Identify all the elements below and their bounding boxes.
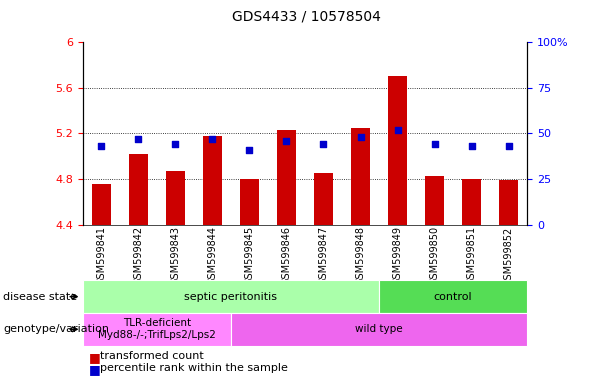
Point [207,136,217,142]
Text: transformed count: transformed count [100,351,204,361]
Bar [129,154,148,225]
Text: GSM599841: GSM599841 [96,226,106,285]
Text: wild type: wild type [355,324,403,334]
Text: GSM599849: GSM599849 [392,226,403,285]
Text: GSM599842: GSM599842 [133,226,143,285]
Point [170,141,180,147]
Text: GSM599848: GSM599848 [356,226,365,285]
Point [504,143,514,149]
Point [393,127,403,133]
Text: GSM599851: GSM599851 [466,226,477,285]
Bar [388,76,407,225]
Bar [277,130,295,225]
Text: ■: ■ [89,363,101,376]
Text: GSM599846: GSM599846 [281,226,291,285]
Text: percentile rank within the sample: percentile rank within the sample [100,363,287,373]
Text: TLR-deficient
Myd88-/-;TrifLps2/Lps2: TLR-deficient Myd88-/-;TrifLps2/Lps2 [98,318,216,340]
Bar [240,179,259,225]
Text: disease state: disease state [3,291,77,302]
Point [281,138,291,144]
Bar [92,184,110,225]
Point [319,141,329,147]
Text: genotype/variation: genotype/variation [3,324,109,334]
Text: GSM599844: GSM599844 [207,226,218,285]
Text: GSM599845: GSM599845 [245,226,254,285]
Text: GSM599847: GSM599847 [319,226,329,285]
Bar [500,180,518,225]
Bar [83,280,379,313]
Text: ■: ■ [89,351,101,364]
Bar [231,313,527,346]
Point [356,134,365,140]
Bar [83,313,231,346]
Text: GSM599852: GSM599852 [504,226,514,286]
Bar [166,171,185,225]
Bar [425,175,444,225]
Text: GSM599843: GSM599843 [170,226,180,285]
Text: GSM599850: GSM599850 [430,226,440,285]
Text: control: control [434,291,473,302]
Text: GDS4433 / 10578504: GDS4433 / 10578504 [232,10,381,23]
Bar [203,136,222,225]
Point [134,136,143,142]
Bar [314,173,333,225]
Point [245,147,254,153]
Point [430,141,440,147]
Bar [462,179,481,225]
Bar [351,128,370,225]
Text: septic peritonitis: septic peritonitis [185,291,278,302]
Bar [379,280,527,313]
Point [466,143,476,149]
Point [96,143,106,149]
